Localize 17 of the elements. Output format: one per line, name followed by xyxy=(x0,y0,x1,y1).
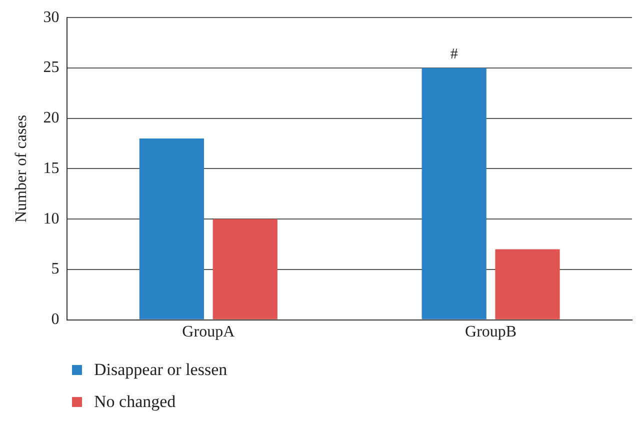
annotation: # xyxy=(450,46,458,62)
bar xyxy=(422,68,486,320)
bar xyxy=(139,138,204,320)
legend-label: No changed xyxy=(94,392,176,412)
y-tick-label: 10 xyxy=(43,210,60,228)
y-tick-label: 0 xyxy=(51,311,60,328)
bar xyxy=(212,219,278,320)
legend-label: Disappear or lessen xyxy=(94,360,228,380)
x-tick-label: GroupB xyxy=(465,324,517,341)
y-axis-title: Number of cases xyxy=(12,114,30,222)
y-tick-label: 15 xyxy=(43,160,60,177)
x-tick-label: GroupA xyxy=(182,324,236,341)
y-tick-label: 20 xyxy=(43,110,60,127)
y-tick-label: 30 xyxy=(43,8,60,26)
bar xyxy=(495,249,560,320)
y-tick-label: 5 xyxy=(51,260,60,278)
y-tick-label: 25 xyxy=(43,59,60,76)
